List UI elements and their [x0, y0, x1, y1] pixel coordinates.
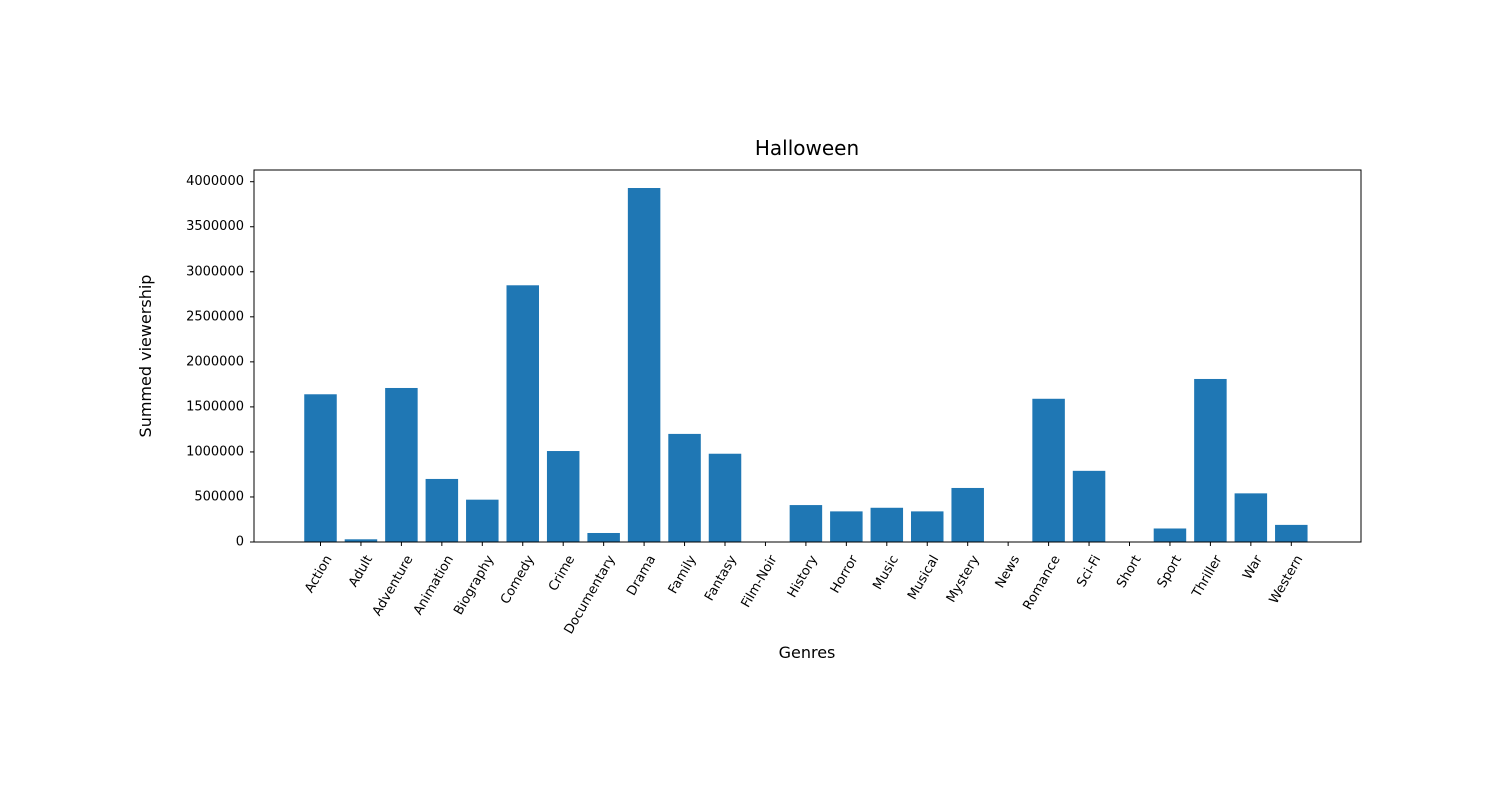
- x-tick-label: Biography: [451, 553, 497, 618]
- plot-frame: [253, 169, 1362, 543]
- y-tick-label: 500000: [194, 489, 244, 504]
- bar-biography: [466, 499, 499, 542]
- bar-war: [1234, 493, 1268, 542]
- y-axis-title: Summed viewership: [136, 275, 155, 438]
- x-tick-label: War: [1240, 552, 1266, 582]
- y-axis: 0 500000 1000000 1500000 2000000 2500000 30000…: [186, 174, 254, 550]
- x-tick-label: Horror: [828, 552, 862, 596]
- bar-music: [870, 507, 904, 542]
- x-tick-label: Action: [302, 553, 335, 596]
- x-tick-label: Animation: [411, 553, 457, 618]
- bar-crime: [546, 451, 580, 542]
- x-tick-label: Comedy: [498, 553, 538, 607]
- bar-sci-fi: [1072, 470, 1106, 542]
- x-tick-label: Romance: [1020, 553, 1063, 613]
- bar-comedy: [506, 285, 539, 542]
- y-tick-label: 0: [236, 535, 244, 550]
- bar-fantasy: [708, 453, 742, 542]
- y-tick-label: 3000000: [186, 264, 244, 279]
- y-tick-label: 1500000: [186, 399, 244, 414]
- x-tick-label: Western: [1267, 553, 1307, 607]
- x-tick-label: Drama: [624, 553, 659, 599]
- x-tick-label: News: [993, 553, 1024, 591]
- bar-animation: [425, 478, 459, 542]
- x-tick-label: Crime: [546, 553, 578, 594]
- x-tick-label: Film-Noir: [739, 552, 781, 610]
- x-tick-label: Musical: [905, 553, 942, 603]
- bar-musical: [911, 511, 944, 542]
- bar-western: [1275, 524, 1308, 542]
- y-tick-label: 3500000: [186, 219, 244, 234]
- bar-sport: [1153, 528, 1187, 542]
- bar-mystery: [951, 487, 984, 542]
- x-tick-label: Short: [1114, 553, 1144, 591]
- bar-adventure: [385, 387, 418, 542]
- bars-group: [304, 188, 1308, 542]
- bar-documentary: [587, 532, 620, 542]
- x-tick-label: Family: [666, 553, 700, 597]
- bar-adult: [344, 539, 378, 542]
- x-tick-label: Sport: [1155, 553, 1185, 591]
- x-tick-label: Fantasy: [702, 553, 740, 604]
- bar-thriller: [1194, 378, 1227, 542]
- bar-family: [668, 433, 701, 542]
- x-tick-label: Music: [870, 553, 901, 593]
- y-tick-label: 4000000: [186, 174, 244, 189]
- x-tick-label: Adventure: [370, 553, 417, 619]
- x-tick-label: Sci-Fi: [1074, 553, 1104, 590]
- x-tick-label: Adult: [346, 553, 376, 590]
- x-axis-title: Genres: [779, 643, 836, 662]
- y-tick-label: 2000000: [186, 354, 244, 369]
- bar-romance: [1032, 398, 1065, 542]
- y-tick-label: 1000000: [186, 444, 244, 459]
- y-tick-label: 2500000: [186, 309, 244, 324]
- chart-title: Halloween: [755, 136, 859, 160]
- x-tick-label: History: [785, 553, 821, 601]
- bar-history: [789, 505, 823, 542]
- bar-horror: [830, 511, 863, 542]
- bar-action: [304, 394, 337, 542]
- x-tick-label: Thriller: [1189, 552, 1226, 601]
- bar-drama: [627, 188, 661, 542]
- x-tick-label: Mystery: [944, 553, 983, 606]
